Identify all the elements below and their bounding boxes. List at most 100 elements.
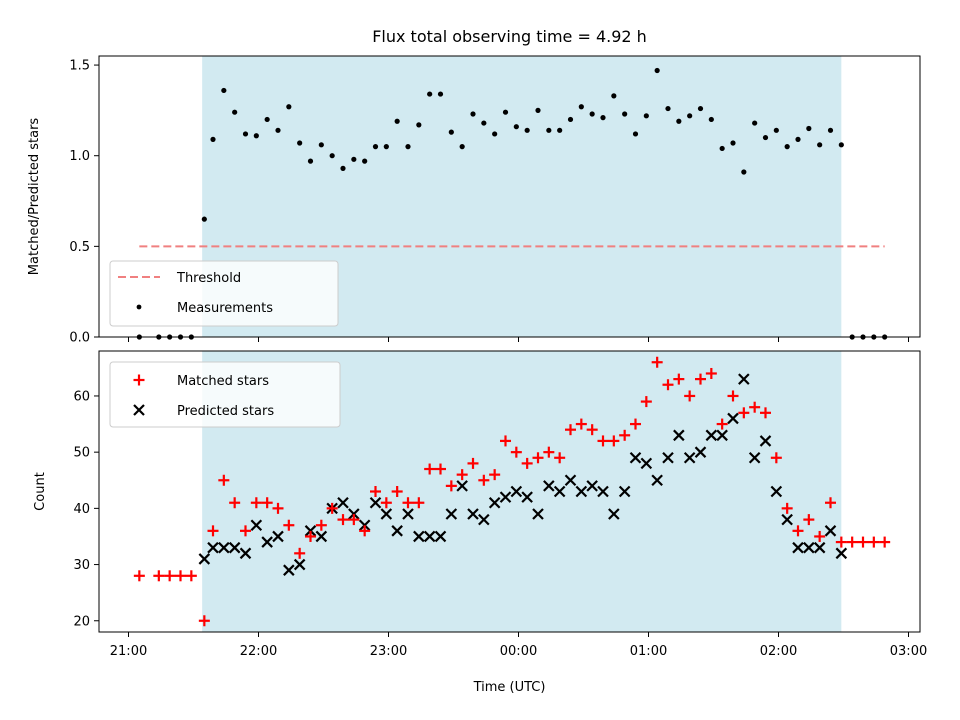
matched-star-point	[640, 396, 652, 408]
matched-star-point	[727, 390, 739, 402]
predicted-star-point-stroke	[445, 508, 458, 520]
predicted-star-point	[283, 564, 295, 576]
predicted-star-point-stroke	[283, 564, 295, 576]
predicted-star-point	[781, 513, 793, 526]
matched-star-point	[532, 452, 544, 464]
predicted-star-point	[488, 496, 501, 509]
predicted-star-point-stroke	[662, 452, 674, 464]
measurement-point	[762, 134, 769, 141]
predicted-star-point	[467, 508, 479, 520]
measurement-point	[286, 104, 292, 110]
bottom-axes-frame	[98, 350, 921, 633]
predicted-star-point	[499, 491, 512, 503]
matched-star-point	[305, 530, 316, 542]
predicted-star-point	[228, 541, 241, 554]
predicted-star-point	[597, 485, 609, 498]
top-y-axis-label: Matched/Predicted stars	[27, 118, 42, 276]
matched-star-point	[684, 390, 696, 402]
predicted-star-point-stroke	[629, 452, 642, 464]
matched-star-point	[413, 497, 425, 509]
measurement-point	[307, 158, 314, 164]
predicted-star-point	[586, 480, 598, 492]
predicted-star-point	[564, 474, 577, 487]
matched-star-point	[435, 463, 446, 475]
measurement-point	[372, 144, 379, 150]
predicted-star-point-stroke	[488, 496, 501, 509]
matched-star-point	[673, 373, 685, 385]
predicted-star-point	[803, 541, 815, 554]
predicted-star-point-stroke	[543, 480, 555, 492]
legend-predicted-marker	[133, 404, 145, 416]
matched-star-point	[619, 429, 631, 441]
matched-star-point	[543, 446, 555, 458]
predicted-star-point	[218, 541, 230, 554]
measurement-point	[513, 124, 519, 130]
x-tick-label: 21:00	[110, 644, 147, 659]
bottom-y-axis-label: Count	[33, 472, 48, 511]
measurement-point	[567, 116, 574, 123]
predicted-star-point-stroke	[770, 485, 783, 498]
matched-star-point	[272, 502, 284, 514]
predicted-star-point-stroke	[358, 519, 371, 531]
predicted-star-point-stroke	[315, 530, 328, 543]
measurement-point	[470, 111, 476, 117]
matched-star-point	[294, 547, 306, 559]
predicted-star-point	[423, 530, 436, 543]
predicted-star-point-stroke	[413, 530, 425, 543]
chart-title: Flux total observing time = 4.92 h	[372, 27, 647, 46]
measurement-point	[784, 144, 790, 150]
predicted-star-point-stroke	[467, 508, 479, 520]
measurement-point	[264, 116, 270, 123]
predicted-star-point-stroke	[640, 457, 653, 470]
measurement-point	[405, 144, 411, 150]
measurement-point	[242, 131, 249, 137]
matched-star-point	[133, 570, 145, 582]
predicted-star-point-stroke	[651, 474, 663, 487]
predicted-star-point-stroke	[781, 513, 793, 526]
predicted-star-point-stroke	[564, 474, 577, 487]
predicted-star-point-stroke	[207, 541, 219, 554]
predicted-star-point	[553, 485, 566, 498]
measurement-point	[611, 93, 617, 99]
predicted-star-point-stroke	[293, 558, 306, 571]
measurement-point	[275, 127, 281, 133]
measurement-point	[665, 105, 671, 112]
predicted-star-point-stroke	[228, 541, 241, 554]
measurement-point	[340, 165, 346, 171]
predicted-star-point-stroke	[813, 541, 826, 554]
matched-star-point	[445, 480, 457, 492]
predicted-star-point-stroke	[198, 553, 211, 565]
legend-predicted-marker-stroke	[133, 404, 145, 416]
predicted-star-point	[391, 525, 403, 537]
predicted-star-point-stroke	[423, 530, 436, 543]
matched-star-point	[489, 469, 501, 481]
predicted-star-point	[304, 525, 317, 537]
matched-star-point	[153, 570, 165, 582]
measurement-point	[448, 129, 454, 135]
bottom-y-tick-label: 20	[73, 614, 90, 629]
measurement-point	[437, 91, 444, 97]
predicted-star-point-stroke	[748, 452, 761, 464]
top-legend: Threshold Measurements	[109, 260, 339, 327]
predicted-star-point	[792, 541, 804, 554]
measurement-point	[329, 153, 335, 159]
predicted-star-point	[694, 446, 707, 458]
measurement-point	[806, 125, 812, 132]
matched-star-point	[261, 497, 273, 509]
legend-measurements-label: Measurements	[177, 301, 273, 316]
predicted-star-point	[770, 485, 783, 498]
predicted-star-point	[250, 519, 263, 531]
measurement-point	[773, 127, 779, 133]
measurement-point	[351, 156, 357, 162]
matched-star-point	[315, 519, 327, 531]
matched-star-point	[716, 418, 728, 430]
matched-star-point	[478, 474, 490, 486]
x-tick-label: 01:00	[630, 644, 667, 659]
matched-star-point	[586, 424, 598, 436]
x-tick-label: 22:00	[240, 644, 277, 659]
predicted-star-point	[618, 485, 631, 498]
measurement-point	[827, 127, 834, 133]
predicted-star-point-stroke	[521, 491, 533, 503]
matched-star-point	[283, 519, 295, 531]
bottom-legend-box	[109, 361, 341, 428]
